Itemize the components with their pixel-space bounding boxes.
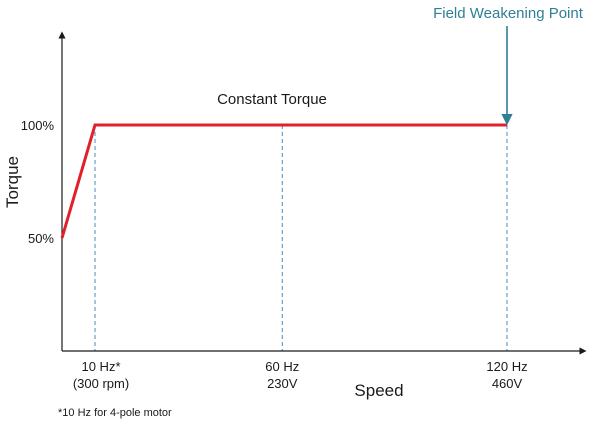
guide-lines	[94, 125, 508, 351]
y-tick-label-50: 50%	[28, 231, 54, 246]
x-tick-label-120-line1: 120 Hz	[486, 359, 527, 374]
constant-torque-label: Constant Torque	[217, 91, 327, 108]
y-tick-label-100: 100%	[21, 118, 55, 133]
x-axis-title: Speed	[354, 381, 403, 400]
footnote: *10 Hz for 4-pole motor	[58, 407, 172, 419]
x-tick-labels: 10 Hz* (300 rpm) 60 Hz 230V 120 Hz 460V	[73, 359, 528, 391]
x-tick-label-10-line1: 10 Hz*	[81, 359, 120, 374]
y-axis-title: Torque	[3, 156, 22, 208]
y-tick-labels: 50% 100%	[21, 118, 55, 246]
x-tick-label-10-line2: (300 rpm)	[73, 376, 129, 391]
field-weakening-label: Field Weakening Point	[433, 5, 584, 22]
x-tick-label-60-line1: 60 Hz	[265, 359, 299, 374]
x-tick-label-60-line2: 230V	[267, 376, 298, 391]
x-tick-label-120-line2: 460V	[492, 376, 523, 391]
torque-series-line	[60, 123, 507, 239]
